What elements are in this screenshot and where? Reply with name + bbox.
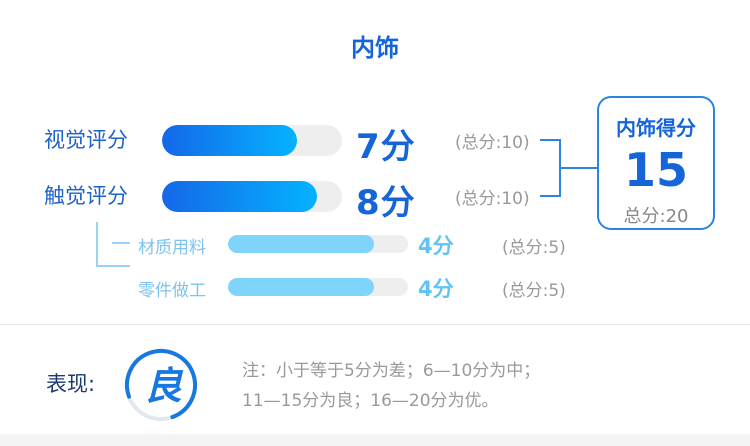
workmanship-score-bar — [228, 278, 408, 296]
sub-item-label-material: 材质用料 — [138, 238, 206, 258]
rating-note-line-2: 11—15分为良；16—20分为优。 — [242, 391, 499, 411]
workmanship-score-bar-fill — [228, 278, 374, 296]
sub-item-label-workmanship: 零件做工 — [138, 281, 206, 301]
workmanship-score-total: (总分:5) — [502, 281, 566, 301]
grade-ring-progress — [125, 349, 197, 421]
summary-title: 内饰得分 — [616, 116, 696, 140]
summary-score-box: 内饰得分 15 总分:20 — [597, 96, 715, 230]
workmanship-score-value: 4分 — [418, 277, 454, 301]
bottom-strip — [0, 434, 750, 446]
tactile-score-value: 8分 — [356, 183, 416, 223]
page-title: 内饰 — [351, 34, 399, 62]
summary-total: 总分:20 — [623, 206, 689, 227]
category-label-tactile: 触觉评分 — [44, 184, 128, 208]
section-divider — [0, 324, 750, 325]
grade-text: 良 — [144, 364, 184, 408]
tactile-score-bar — [162, 181, 342, 212]
material-score-value: 4分 — [418, 234, 454, 258]
material-score-bar — [228, 235, 408, 253]
summary-score: 15 — [623, 143, 688, 197]
rating-note-line-1: 注：小于等于5分为差；6—10分为中； — [242, 361, 541, 381]
category-label-visual: 视觉评分 — [44, 128, 128, 152]
material-score-bar-fill — [228, 235, 374, 253]
tactile-score-bar-fill — [162, 181, 317, 212]
visual-score-total: (总分:10) — [455, 133, 530, 153]
performance-label: 表现: — [46, 372, 96, 396]
visual-score-bar-fill — [162, 125, 297, 156]
score-bracket — [540, 139, 561, 197]
visual-score-value: 7分 — [356, 127, 416, 167]
grade-badge: 良 — [125, 349, 197, 421]
visual-score-bar — [162, 125, 342, 156]
tactile-score-total: (总分:10) — [455, 189, 530, 209]
material-score-total: (总分:5) — [502, 238, 566, 258]
sub-item-tree — [96, 222, 130, 267]
